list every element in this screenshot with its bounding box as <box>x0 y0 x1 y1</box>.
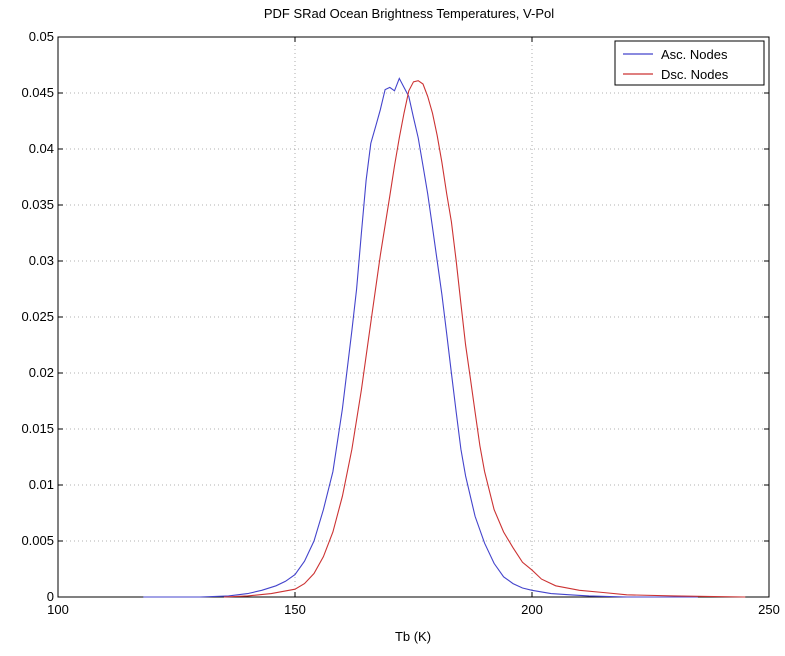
chart-title: PDF SRad Ocean Brightness Temperatures, … <box>264 6 554 21</box>
y-tick-label: 0.035 <box>21 197 54 212</box>
y-tick-label: 0.05 <box>29 29 54 44</box>
axes <box>57 36 770 598</box>
x-tick-label: 100 <box>47 602 69 617</box>
grid-lines <box>58 37 769 597</box>
y-tick-label: 0.015 <box>21 421 54 436</box>
y-tick-label: 0 <box>47 589 54 604</box>
y-tick-label: 0.04 <box>29 141 54 156</box>
legend-label-dsc-nodes: Dsc. Nodes <box>661 67 729 82</box>
series-lines <box>143 77 746 598</box>
y-tick-label: 0.02 <box>29 365 54 380</box>
x-axis-label: Tb (K) <box>395 629 431 644</box>
series-line-dsc-nodes <box>223 80 746 598</box>
y-tick-label: 0.03 <box>29 253 54 268</box>
y-tick-label: 0.025 <box>21 309 54 324</box>
tick-labels: 100 150 200 250 0 0.005 0.01 0.015 0.02 0.025 0.03… <box>21 29 779 617</box>
x-tick-label: 150 <box>284 602 306 617</box>
y-tick-label: 0.01 <box>29 477 54 492</box>
x-tick-label: 200 <box>521 602 543 617</box>
y-tick-label: 0.005 <box>21 533 54 548</box>
legend-label-asc-nodes: Asc. Nodes <box>661 47 728 62</box>
x-tick-label: 250 <box>758 602 780 617</box>
y-tick-label: 0.045 <box>21 85 54 100</box>
series-line-asc-nodes <box>143 77 698 598</box>
legend-box <box>614 40 765 86</box>
legend: Asc. Nodes Dsc. Nodes <box>614 40 765 86</box>
